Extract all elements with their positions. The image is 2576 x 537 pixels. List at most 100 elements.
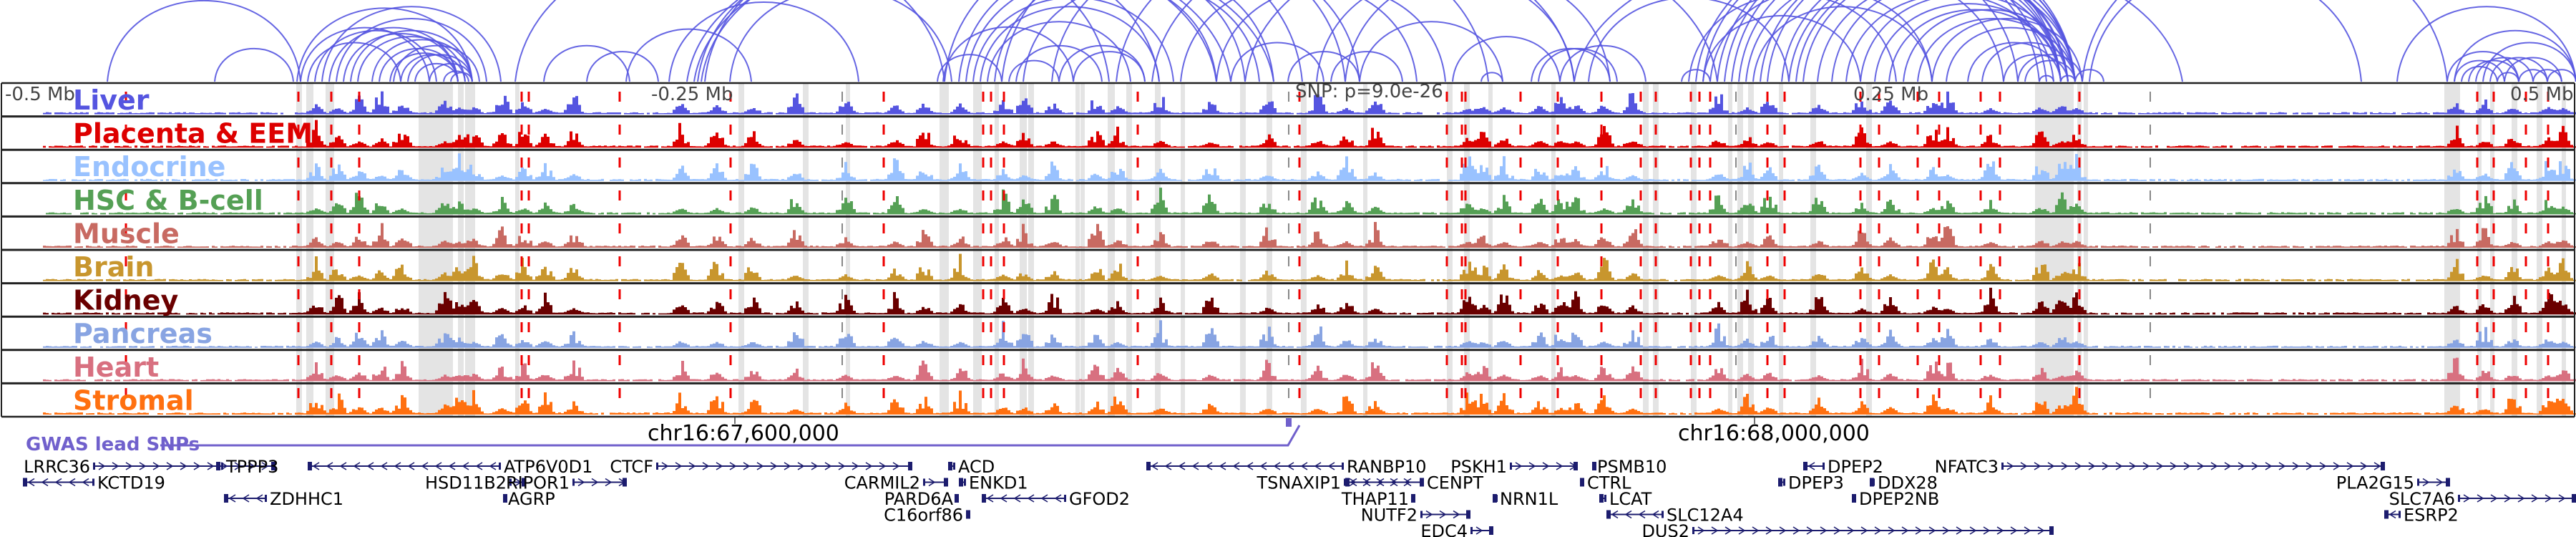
gene-lcat[interactable]: LCAT	[1599, 489, 1652, 509]
gene-psmb10[interactable]: PSMB10	[1592, 457, 1667, 477]
strand-arrow-icon	[675, 462, 683, 470]
strand-arrow-icon	[1232, 462, 1240, 470]
strand-arrow-icon	[2224, 462, 2232, 470]
strand-arrow-icon	[2102, 462, 2109, 470]
exon	[1422, 478, 1424, 486]
strand-arrow-icon	[2088, 462, 2096, 470]
gene-hsd11b2[interactable]: HSD11B2	[425, 473, 526, 493]
gene-lrrc36[interactable]: LRRC36	[24, 457, 275, 477]
loop-arc	[1452, 36, 1561, 82]
strand-arrow-icon	[312, 462, 320, 470]
exon	[944, 478, 948, 487]
strand-arrow-icon	[1738, 526, 1746, 535]
gene-label: THAP11	[1341, 489, 1409, 509]
strand-arrow-icon	[1724, 526, 1732, 535]
signal-bars	[43, 287, 2576, 315]
gene-dpep2[interactable]: DPEP2	[1803, 457, 1883, 477]
strand-arrow-icon	[394, 462, 401, 470]
strand-arrow-icon	[1027, 494, 1035, 503]
exon	[221, 463, 223, 470]
signal-bars	[43, 153, 2576, 181]
loop-arc	[429, 62, 473, 82]
gene-tppp3[interactable]: TPPP3	[216, 457, 278, 477]
strand-arrow-icon	[661, 462, 669, 470]
strand-arrow-icon	[2183, 462, 2191, 470]
gene-nutf2[interactable]: NUTF2	[1361, 505, 1470, 526]
exon	[503, 495, 505, 502]
strand-arrow-icon	[1956, 526, 1963, 535]
strand-arrow-icon	[27, 478, 35, 487]
gene-slc7a6[interactable]: SLC7A6	[2389, 489, 2576, 509]
loop-arc	[693, 0, 1274, 82]
loop-arc	[1480, 72, 1503, 82]
strand-arrow-icon	[380, 462, 388, 470]
strand-arrow-icon	[434, 462, 442, 470]
gene-pard6a[interactable]: PARD6A	[884, 489, 959, 509]
gene-atp6v0d1[interactable]: ATP6V0D1	[308, 457, 592, 477]
loop-arc	[350, 29, 473, 82]
gene-nrn1l[interactable]: NRN1L	[1493, 489, 1558, 509]
exon	[1854, 495, 1856, 502]
gene-dus2[interactable]: DUS2	[1641, 521, 2054, 537]
gene-pla2g15[interactable]: PLA2G15	[2336, 473, 2450, 493]
strand-arrow-icon	[1860, 526, 1868, 535]
loop-arc	[2074, 69, 2104, 82]
loop-arc	[729, 0, 952, 82]
exon	[271, 462, 275, 470]
exon	[1783, 478, 1785, 486]
gene-dpep2nb[interactable]: DPEP2NB	[1852, 489, 1939, 509]
exon	[1870, 478, 1874, 487]
gene-thap11[interactable]: THAP11	[1341, 489, 1415, 509]
gene-ranbp10[interactable]: RANBP10	[1146, 457, 1427, 477]
strand-arrow-icon	[2265, 462, 2273, 470]
gene-ddx28[interactable]: DDX28	[1870, 473, 1938, 493]
strand-arrow-icon	[1377, 478, 1385, 487]
strand-arrow-icon	[1969, 526, 1977, 535]
exon	[982, 494, 986, 503]
gene-pskh1[interactable]: PSKH1	[1450, 457, 1578, 477]
gene-edc4[interactable]: EDC4	[1420, 521, 1493, 537]
strand-arrow-icon	[166, 462, 174, 470]
exon	[1496, 495, 1498, 502]
gene-ctcf[interactable]: CTCF	[610, 457, 912, 477]
loop-arc	[704, 0, 1110, 82]
strand-arrow-icon	[180, 462, 187, 470]
gene-zdhhc1[interactable]: ZDHHC1	[224, 489, 343, 509]
gene-gfod2[interactable]: GFOD2	[982, 489, 1130, 509]
strand-arrow-icon	[2558, 494, 2566, 503]
gene-cenpt[interactable]: CENPT	[1345, 473, 1483, 493]
strand-arrow-icon	[1942, 526, 1950, 535]
gene-ctrl[interactable]: CTRL	[1580, 473, 1631, 493]
strand-arrow-icon	[2037, 526, 2045, 535]
strand-arrow-icon	[1363, 478, 1371, 487]
strand-arrow-icon	[1847, 526, 1855, 535]
strand-arrow-icon	[193, 462, 201, 470]
gene-agrp[interactable]: AGRP	[503, 489, 555, 509]
signal-bars	[43, 91, 2576, 115]
gene-acd[interactable]: ACD	[948, 457, 995, 477]
strand-arrow-icon	[2006, 462, 2014, 470]
strand-arrow-icon	[1327, 462, 1335, 470]
gene-label: ACD	[958, 457, 995, 477]
gene-ripor1[interactable]: RIPOR1	[506, 473, 627, 493]
loop-arc	[1330, 51, 1403, 82]
gene-enkd1[interactable]: ENKD1	[959, 473, 1028, 493]
gene-dpep3[interactable]: DPEP3	[1778, 473, 1844, 493]
gene-carmil2[interactable]: CARMIL2	[844, 473, 948, 493]
loop-arc	[1724, 0, 2062, 82]
loop-arc	[2532, 69, 2562, 82]
gene-nfatc3[interactable]: NFATC3	[1935, 457, 2385, 477]
loop-arc	[393, 44, 480, 82]
gene-label: LRRC36	[24, 457, 90, 477]
gene-label: EDC4	[1420, 521, 1468, 537]
gene-kctd19[interactable]: KCTD19	[23, 473, 165, 493]
gene-label: NRN1L	[1500, 489, 1558, 509]
strand-arrow-icon	[1350, 478, 1357, 487]
gene-c16orf86[interactable]: C16orf86	[884, 505, 970, 526]
loop-arc	[2497, 72, 2519, 82]
gene-slc12a4[interactable]: SLC12A4	[1606, 505, 1744, 526]
strand-arrow-icon	[1314, 462, 1322, 470]
signal-track-liver	[43, 91, 2576, 115]
gene-esrp2[interactable]: ESRP2	[2384, 505, 2459, 526]
gene-label: DUS2	[1641, 521, 1689, 537]
